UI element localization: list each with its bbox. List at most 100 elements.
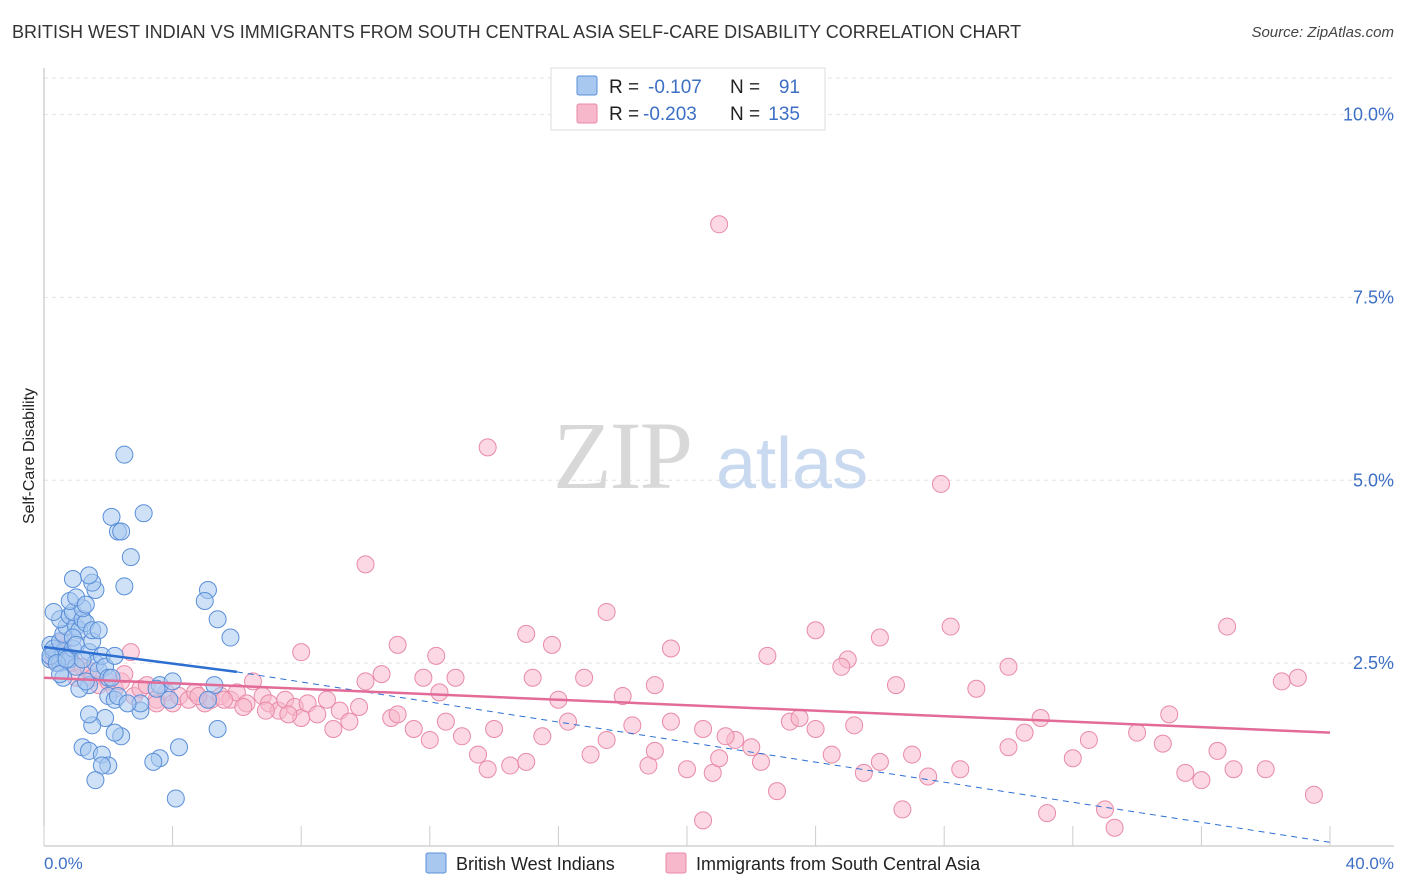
data-point-immigrants-south-central-asia — [597, 730, 616, 749]
y-tick-label: 10.0% — [1343, 105, 1394, 125]
data-point-immigrants-south-central-asia — [559, 712, 578, 731]
series-immigrants-south-central-asia-points — [44, 215, 1323, 837]
data-point-immigrants-south-central-asia — [1288, 668, 1307, 687]
data-point-immigrants-south-central-asia — [324, 719, 343, 738]
data-point-immigrants-south-central-asia — [234, 698, 253, 717]
data-point-british-west-indians — [57, 650, 76, 669]
data-point-immigrants-south-central-asia — [404, 719, 423, 738]
data-point-immigrants-south-central-asia — [742, 738, 761, 757]
data-point-immigrants-south-central-asia — [870, 752, 889, 771]
data-point-immigrants-south-central-asia — [414, 668, 433, 687]
watermark-atlas: atlas — [716, 424, 868, 504]
data-point-immigrants-south-central-asia — [452, 727, 471, 746]
data-point-immigrants-south-central-asia — [1095, 800, 1114, 819]
data-point-british-west-indians — [208, 610, 227, 629]
data-point-immigrants-south-central-asia — [1063, 749, 1082, 768]
data-point-immigrants-south-central-asia — [661, 639, 680, 658]
data-point-british-west-indians — [144, 752, 163, 771]
data-point-immigrants-south-central-asia — [427, 646, 446, 665]
legend-box: R = -0.107 N = 91 R = -0.203 N = 135 — [550, 67, 826, 131]
data-point-immigrants-south-central-asia — [517, 624, 536, 643]
data-point-immigrants-south-central-asia — [581, 745, 600, 764]
data-point-immigrants-south-central-asia — [678, 760, 696, 779]
legend-swatch-pink — [576, 103, 598, 124]
trend-line-pink — [43, 676, 1331, 734]
data-point-british-west-indians — [102, 668, 121, 687]
data-point-british-west-indians — [89, 621, 108, 640]
data-point-british-west-indians — [76, 595, 95, 614]
y-axis-title: Self-Care Disability — [21, 388, 38, 524]
data-point-immigrants-south-central-asia — [436, 712, 455, 731]
data-point-immigrants-south-central-asia — [623, 716, 642, 735]
data-point-immigrants-south-central-asia — [967, 679, 986, 698]
data-point-immigrants-south-central-asia — [645, 676, 664, 695]
watermark: ZIP atlas — [553, 402, 868, 509]
trend-line-blue — [43, 645, 238, 674]
data-point-british-west-indians — [166, 789, 185, 808]
legend-n-label-pink: N = — [730, 104, 760, 125]
data-point-immigrants-south-central-asia — [661, 712, 680, 731]
data-point-immigrants-south-central-asia — [478, 438, 497, 457]
y-tick-label: 2.5% — [1353, 653, 1394, 673]
data-point-immigrants-south-central-asia — [1218, 617, 1237, 636]
data-point-british-west-indians — [102, 507, 121, 526]
legend-r-value-blue: -0.107 — [648, 77, 702, 98]
bottom-legend-swatch-blue — [425, 852, 447, 874]
data-point-immigrants-south-central-asia — [1153, 734, 1172, 753]
data-point-immigrants-south-central-asia — [533, 727, 552, 746]
data-point-immigrants-south-central-asia — [806, 621, 825, 640]
x-tick-label-max: 40.0% — [1346, 854, 1394, 873]
data-point-immigrants-south-central-asia — [1208, 741, 1227, 760]
data-point-immigrants-south-central-asia — [517, 752, 536, 771]
data-point-british-west-indians — [160, 690, 179, 709]
data-point-british-west-indians — [115, 445, 134, 464]
data-point-immigrants-south-central-asia — [1272, 672, 1291, 691]
data-point-british-west-indians — [44, 602, 63, 621]
data-point-british-west-indians — [147, 679, 166, 698]
data-point-immigrants-south-central-asia — [710, 215, 729, 234]
data-point-immigrants-south-central-asia — [523, 668, 542, 687]
data-point-immigrants-south-central-asia — [372, 665, 391, 684]
bottom-legend-label-blue: British West Indians — [456, 854, 615, 874]
legend-swatch-blue — [576, 75, 598, 96]
data-point-immigrants-south-central-asia — [1224, 760, 1243, 779]
data-point-immigrants-south-central-asia — [356, 555, 375, 574]
data-point-immigrants-south-central-asia — [951, 760, 970, 779]
data-point-immigrants-south-central-asia — [485, 719, 504, 738]
data-point-immigrants-south-central-asia — [1079, 730, 1098, 749]
trend-line-blue-extension — [236, 671, 1331, 843]
data-point-immigrants-south-central-asia — [694, 719, 713, 738]
data-point-immigrants-south-central-asia — [388, 705, 407, 724]
data-point-immigrants-south-central-asia — [886, 676, 905, 695]
data-point-immigrants-south-central-asia — [716, 727, 735, 746]
data-point-british-west-indians — [195, 591, 214, 610]
data-point-british-west-indians — [112, 522, 131, 541]
bottom-legend-swatch-pink — [665, 852, 687, 874]
data-point-british-west-indians — [208, 719, 227, 738]
data-point-immigrants-south-central-asia — [469, 745, 488, 764]
data-point-immigrants-south-central-asia — [758, 646, 777, 665]
data-point-immigrants-south-central-asia — [308, 705, 327, 724]
data-point-immigrants-south-central-asia — [1160, 705, 1179, 724]
data-point-immigrants-south-central-asia — [501, 756, 520, 775]
data-point-british-west-indians — [115, 577, 134, 596]
legend-r-label-blue: R = — [609, 77, 639, 98]
data-point-immigrants-south-central-asia — [542, 635, 561, 654]
legend-r-label-pink: R = — [609, 104, 639, 125]
data-point-immigrants-south-central-asia — [870, 628, 889, 647]
data-point-british-west-indians — [221, 628, 240, 647]
y-tick-label: 5.0% — [1353, 470, 1394, 490]
data-point-immigrants-south-central-asia — [613, 687, 632, 706]
y-axis-tick-labels: 2.5% 5.0% 7.5% 10.0% — [1343, 105, 1394, 674]
data-point-immigrants-south-central-asia — [292, 643, 311, 662]
bottom-legend: British West Indians Immigrants from Sou… — [425, 852, 981, 874]
legend-n-value-pink: 135 — [768, 104, 800, 125]
data-point-immigrants-south-central-asia — [710, 749, 729, 768]
data-point-immigrants-south-central-asia — [420, 730, 439, 749]
data-point-immigrants-south-central-asia — [854, 763, 873, 782]
data-point-british-west-indians — [86, 771, 105, 790]
data-point-immigrants-south-central-asia — [645, 741, 664, 760]
data-point-immigrants-south-central-asia — [903, 745, 922, 764]
legend-n-label-blue: N = — [730, 77, 760, 98]
data-point-immigrants-south-central-asia — [999, 738, 1018, 757]
